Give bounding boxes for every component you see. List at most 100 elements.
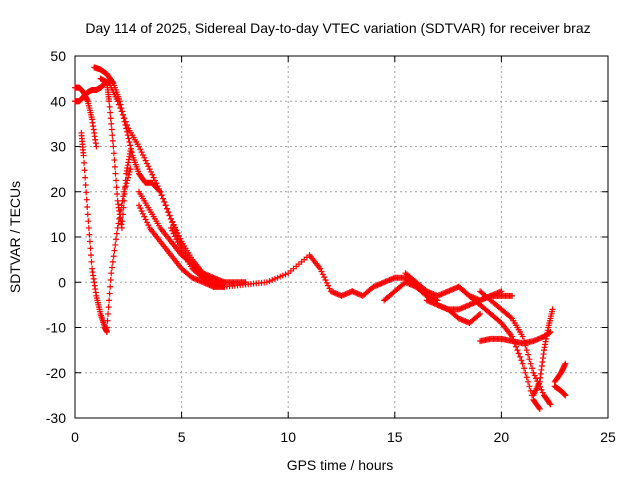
y-axis-label: SDTVAR / TECUs — [7, 181, 23, 293]
data-point — [527, 387, 534, 394]
data-point — [123, 128, 130, 135]
data-point — [221, 279, 228, 286]
data-point — [174, 239, 181, 246]
data-point — [266, 278, 273, 285]
data-point — [106, 98, 113, 105]
data-point — [124, 177, 131, 184]
data-point — [159, 195, 166, 202]
data-point — [126, 168, 133, 175]
data-point — [158, 192, 165, 199]
data-point — [523, 374, 530, 381]
series-arc-14 — [455, 283, 543, 412]
data-point — [175, 241, 182, 248]
data-point — [114, 191, 121, 198]
data-point — [523, 347, 530, 354]
data-point — [87, 245, 94, 252]
data-point — [114, 224, 121, 231]
data-point — [526, 383, 533, 390]
data-point — [88, 258, 95, 265]
x-tick-label: 5 — [178, 429, 186, 445]
data-point — [111, 247, 118, 254]
data-point — [113, 230, 120, 237]
data-point — [120, 193, 127, 200]
data-point — [279, 272, 286, 279]
data-point — [125, 174, 132, 181]
data-point — [173, 236, 180, 243]
data-point — [107, 283, 114, 290]
y-tick-label: -20 — [46, 365, 66, 381]
data-point — [325, 282, 332, 289]
data-point — [85, 224, 92, 231]
axis-ticks: 0 5 10 15 20 25 -30 -20 -10 0 10 20 30 40 50 — [46, 48, 616, 445]
y-tick-label: -30 — [46, 410, 66, 426]
data-point — [319, 271, 326, 278]
data-point — [263, 279, 270, 286]
data-point — [521, 365, 528, 372]
data-point — [113, 184, 120, 191]
data-point — [527, 360, 534, 367]
data-point — [562, 360, 569, 367]
chart-title: Day 114 of 2025, Sidereal Day-to-day VTE… — [85, 20, 590, 36]
data-point — [519, 333, 526, 340]
data-point — [269, 276, 276, 283]
data-point — [277, 273, 284, 280]
data-point — [536, 405, 543, 412]
series-arc-18 — [551, 360, 569, 385]
data-point — [106, 103, 113, 110]
data-point — [109, 264, 116, 271]
data-marks — [72, 64, 569, 412]
x-tick-label: 20 — [494, 429, 510, 445]
series-arc-3 — [78, 129, 110, 336]
data-point — [135, 143, 142, 150]
data-point — [546, 400, 553, 407]
data-point — [515, 350, 522, 357]
x-tick-label: 10 — [280, 429, 296, 445]
x-axis-label: GPS time / hours — [287, 457, 394, 473]
data-point — [143, 160, 150, 167]
x-tick-label: 0 — [71, 429, 79, 445]
data-point — [107, 276, 114, 283]
data-point — [112, 170, 119, 177]
data-point — [154, 183, 161, 190]
series-arc-6 — [97, 75, 356, 299]
data-point — [137, 146, 144, 153]
data-point — [271, 275, 278, 282]
data-point — [86, 238, 93, 245]
data-point — [170, 230, 177, 237]
series-arc-16 — [477, 329, 554, 347]
data-point — [161, 198, 168, 205]
data-point — [113, 236, 120, 243]
data-point — [155, 185, 162, 192]
series-arc-8 — [135, 202, 228, 290]
data-point — [475, 312, 482, 319]
data-point — [507, 314, 514, 321]
series-arc-9 — [167, 224, 228, 286]
y-tick-label: -10 — [46, 320, 66, 336]
data-point — [104, 317, 111, 324]
data-point — [150, 174, 157, 181]
data-point — [167, 224, 174, 231]
y-tick-label: 40 — [50, 93, 66, 109]
data-point — [139, 151, 146, 158]
data-point — [562, 392, 569, 399]
data-point — [108, 270, 115, 277]
data-point — [146, 166, 153, 173]
data-point — [126, 138, 133, 145]
y-tick-label: 0 — [58, 274, 66, 290]
grid — [75, 56, 608, 418]
data-point — [535, 404, 542, 411]
data-point — [529, 365, 536, 372]
data-point — [85, 218, 92, 225]
data-point — [127, 145, 134, 152]
data-point — [108, 120, 115, 127]
data-point — [139, 210, 146, 217]
data-point — [141, 154, 148, 161]
data-point — [142, 216, 149, 223]
data-point — [282, 271, 289, 278]
data-point — [141, 213, 148, 220]
data-point — [165, 209, 172, 216]
data-point — [115, 220, 122, 227]
data-point — [147, 168, 154, 175]
x-tick-label: 15 — [387, 429, 403, 445]
